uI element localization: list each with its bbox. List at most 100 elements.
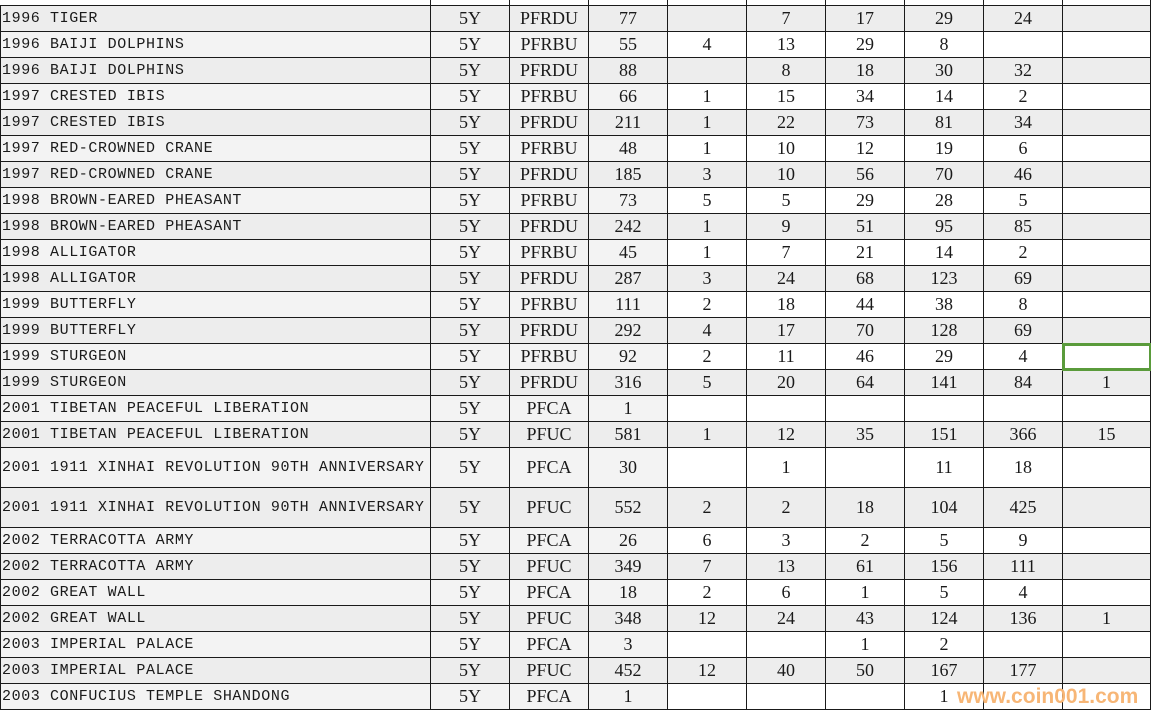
- cell-col-10[interactable]: [1062, 5, 1151, 32]
- cell-item-name[interactable]: 1999 STURGEON: [0, 369, 431, 396]
- cell-variety[interactable]: PFRDU: [509, 213, 589, 240]
- cell-total[interactable]: 552: [588, 487, 668, 528]
- cell-col-10[interactable]: [1062, 447, 1151, 488]
- cell-col-6[interactable]: 1: [746, 447, 826, 488]
- cell-col-8[interactable]: 29: [904, 5, 984, 32]
- cell-grade[interactable]: 5Y: [430, 683, 510, 710]
- cell-col-9[interactable]: 46: [983, 161, 1063, 188]
- cell-item-name[interactable]: 2001 1911 XINHAI REVOLUTION 90TH ANNIVER…: [0, 487, 431, 528]
- cell-variety[interactable]: PFUC: [509, 487, 589, 528]
- cell-item-name[interactable]: 1999 BUTTERFLY: [0, 317, 431, 344]
- cell-col-5[interactable]: 4: [667, 317, 747, 344]
- cell-col-10[interactable]: 1: [1062, 369, 1151, 396]
- cell-col-5[interactable]: 3: [667, 161, 747, 188]
- cell-col-9[interactable]: [983, 683, 1063, 710]
- cell-col-7[interactable]: 12: [825, 135, 905, 162]
- cell-item-name[interactable]: 1998 ALLIGATOR: [0, 239, 431, 266]
- cell-item-name[interactable]: 1997 RED-CROWNED CRANE: [0, 135, 431, 162]
- cell-col-6[interactable]: 8: [746, 57, 826, 84]
- cell-col-5[interactable]: 2: [667, 291, 747, 318]
- cell-col-8[interactable]: 38: [904, 291, 984, 318]
- cell-item-name[interactable]: 2002 GREAT WALL: [0, 605, 431, 632]
- cell-total[interactable]: 92: [588, 343, 668, 370]
- cell-variety[interactable]: PFCA: [509, 527, 589, 554]
- cell-col-9[interactable]: 85: [983, 213, 1063, 240]
- cell-grade[interactable]: 5Y: [430, 83, 510, 110]
- cell-total[interactable]: 30: [588, 447, 668, 488]
- cell-col-9[interactable]: [983, 631, 1063, 658]
- cell-grade[interactable]: 5Y: [430, 239, 510, 266]
- cell-col-6[interactable]: [746, 631, 826, 658]
- cell-col-10[interactable]: [1062, 83, 1151, 110]
- cell-total[interactable]: 1: [588, 683, 668, 710]
- cell-variety[interactable]: PFRBU: [509, 31, 589, 58]
- cell-col-7[interactable]: 73: [825, 109, 905, 136]
- cell-total[interactable]: 48: [588, 135, 668, 162]
- cell-col-9[interactable]: 4: [983, 343, 1063, 370]
- cell-col-9[interactable]: [983, 31, 1063, 58]
- cell-col-8[interactable]: 128: [904, 317, 984, 344]
- cell-col-6[interactable]: 24: [746, 605, 826, 632]
- cell-col-8[interactable]: 2: [904, 631, 984, 658]
- cell-col-6[interactable]: 3: [746, 527, 826, 554]
- cell-col-7[interactable]: 2: [825, 527, 905, 554]
- cell-total[interactable]: 55: [588, 31, 668, 58]
- cell-col-6[interactable]: 40: [746, 657, 826, 684]
- cell-col-10[interactable]: [1062, 683, 1151, 710]
- cell-variety[interactable]: PFRDU: [509, 369, 589, 396]
- spreadsheet-grid[interactable]: 1996 TIGER 5Y PFRDU 77 7 17 29 24 1996 BAIJI DOL…: [0, 5, 1151, 710]
- cell-col-6[interactable]: [746, 683, 826, 710]
- cell-col-9[interactable]: 4: [983, 579, 1063, 606]
- cell-col-8[interactable]: 124: [904, 605, 984, 632]
- cell-col-9[interactable]: 5: [983, 187, 1063, 214]
- cell-col-6[interactable]: 10: [746, 135, 826, 162]
- cell-col-8[interactable]: 14: [904, 239, 984, 266]
- cell-col-10[interactable]: [1062, 657, 1151, 684]
- cell-col-10[interactable]: [1062, 553, 1151, 580]
- cell-col-10[interactable]: 15: [1062, 421, 1151, 448]
- cell-col-8[interactable]: [904, 395, 984, 422]
- cell-col-9[interactable]: 84: [983, 369, 1063, 396]
- cell-grade[interactable]: 5Y: [430, 135, 510, 162]
- cell-item-name[interactable]: 1997 CRESTED IBIS: [0, 109, 431, 136]
- cell-variety[interactable]: PFRBU: [509, 83, 589, 110]
- cell-total[interactable]: 292: [588, 317, 668, 344]
- cell-total[interactable]: 287: [588, 265, 668, 292]
- cell-col-10[interactable]: [1062, 265, 1151, 292]
- cell-col-9[interactable]: 69: [983, 317, 1063, 344]
- cell-total[interactable]: 111: [588, 291, 668, 318]
- cell-col-5[interactable]: 1: [667, 135, 747, 162]
- cell-col-8[interactable]: 141: [904, 369, 984, 396]
- cell-col-7[interactable]: 50: [825, 657, 905, 684]
- cell-col-5[interactable]: [667, 631, 747, 658]
- cell-variety[interactable]: PFRDU: [509, 57, 589, 84]
- cell-col-6[interactable]: 7: [746, 239, 826, 266]
- cell-col-9[interactable]: 34: [983, 109, 1063, 136]
- cell-col-7[interactable]: 44: [825, 291, 905, 318]
- cell-item-name[interactable]: 2003 CONFUCIUS TEMPLE SHANDONG: [0, 683, 431, 710]
- cell-total[interactable]: 45: [588, 239, 668, 266]
- cell-item-name[interactable]: 1999 STURGEON: [0, 343, 431, 370]
- cell-col-6[interactable]: 20: [746, 369, 826, 396]
- cell-col-5[interactable]: 1: [667, 213, 747, 240]
- cell-total[interactable]: 1: [588, 395, 668, 422]
- cell-item-name[interactable]: 1998 BROWN-EARED PHEASANT: [0, 187, 431, 214]
- cell-col-5[interactable]: 7: [667, 553, 747, 580]
- cell-col-7[interactable]: 35: [825, 421, 905, 448]
- cell-col-5[interactable]: 6: [667, 527, 747, 554]
- cell-col-9[interactable]: 425: [983, 487, 1063, 528]
- cell-grade[interactable]: 5Y: [430, 657, 510, 684]
- cell-grade[interactable]: 5Y: [430, 579, 510, 606]
- cell-col-8[interactable]: 167: [904, 657, 984, 684]
- cell-grade[interactable]: 5Y: [430, 187, 510, 214]
- cell-col-8[interactable]: 30: [904, 57, 984, 84]
- cell-col-10[interactable]: 1: [1062, 605, 1151, 632]
- cell-total[interactable]: 3: [588, 631, 668, 658]
- cell-col-7[interactable]: 64: [825, 369, 905, 396]
- cell-item-name[interactable]: 1997 CRESTED IBIS: [0, 83, 431, 110]
- cell-col-8[interactable]: 5: [904, 579, 984, 606]
- cell-grade[interactable]: 5Y: [430, 109, 510, 136]
- cell-item-name[interactable]: 2002 TERRACOTTA ARMY: [0, 527, 431, 554]
- cell-col-8[interactable]: 19: [904, 135, 984, 162]
- cell-grade[interactable]: 5Y: [430, 447, 510, 488]
